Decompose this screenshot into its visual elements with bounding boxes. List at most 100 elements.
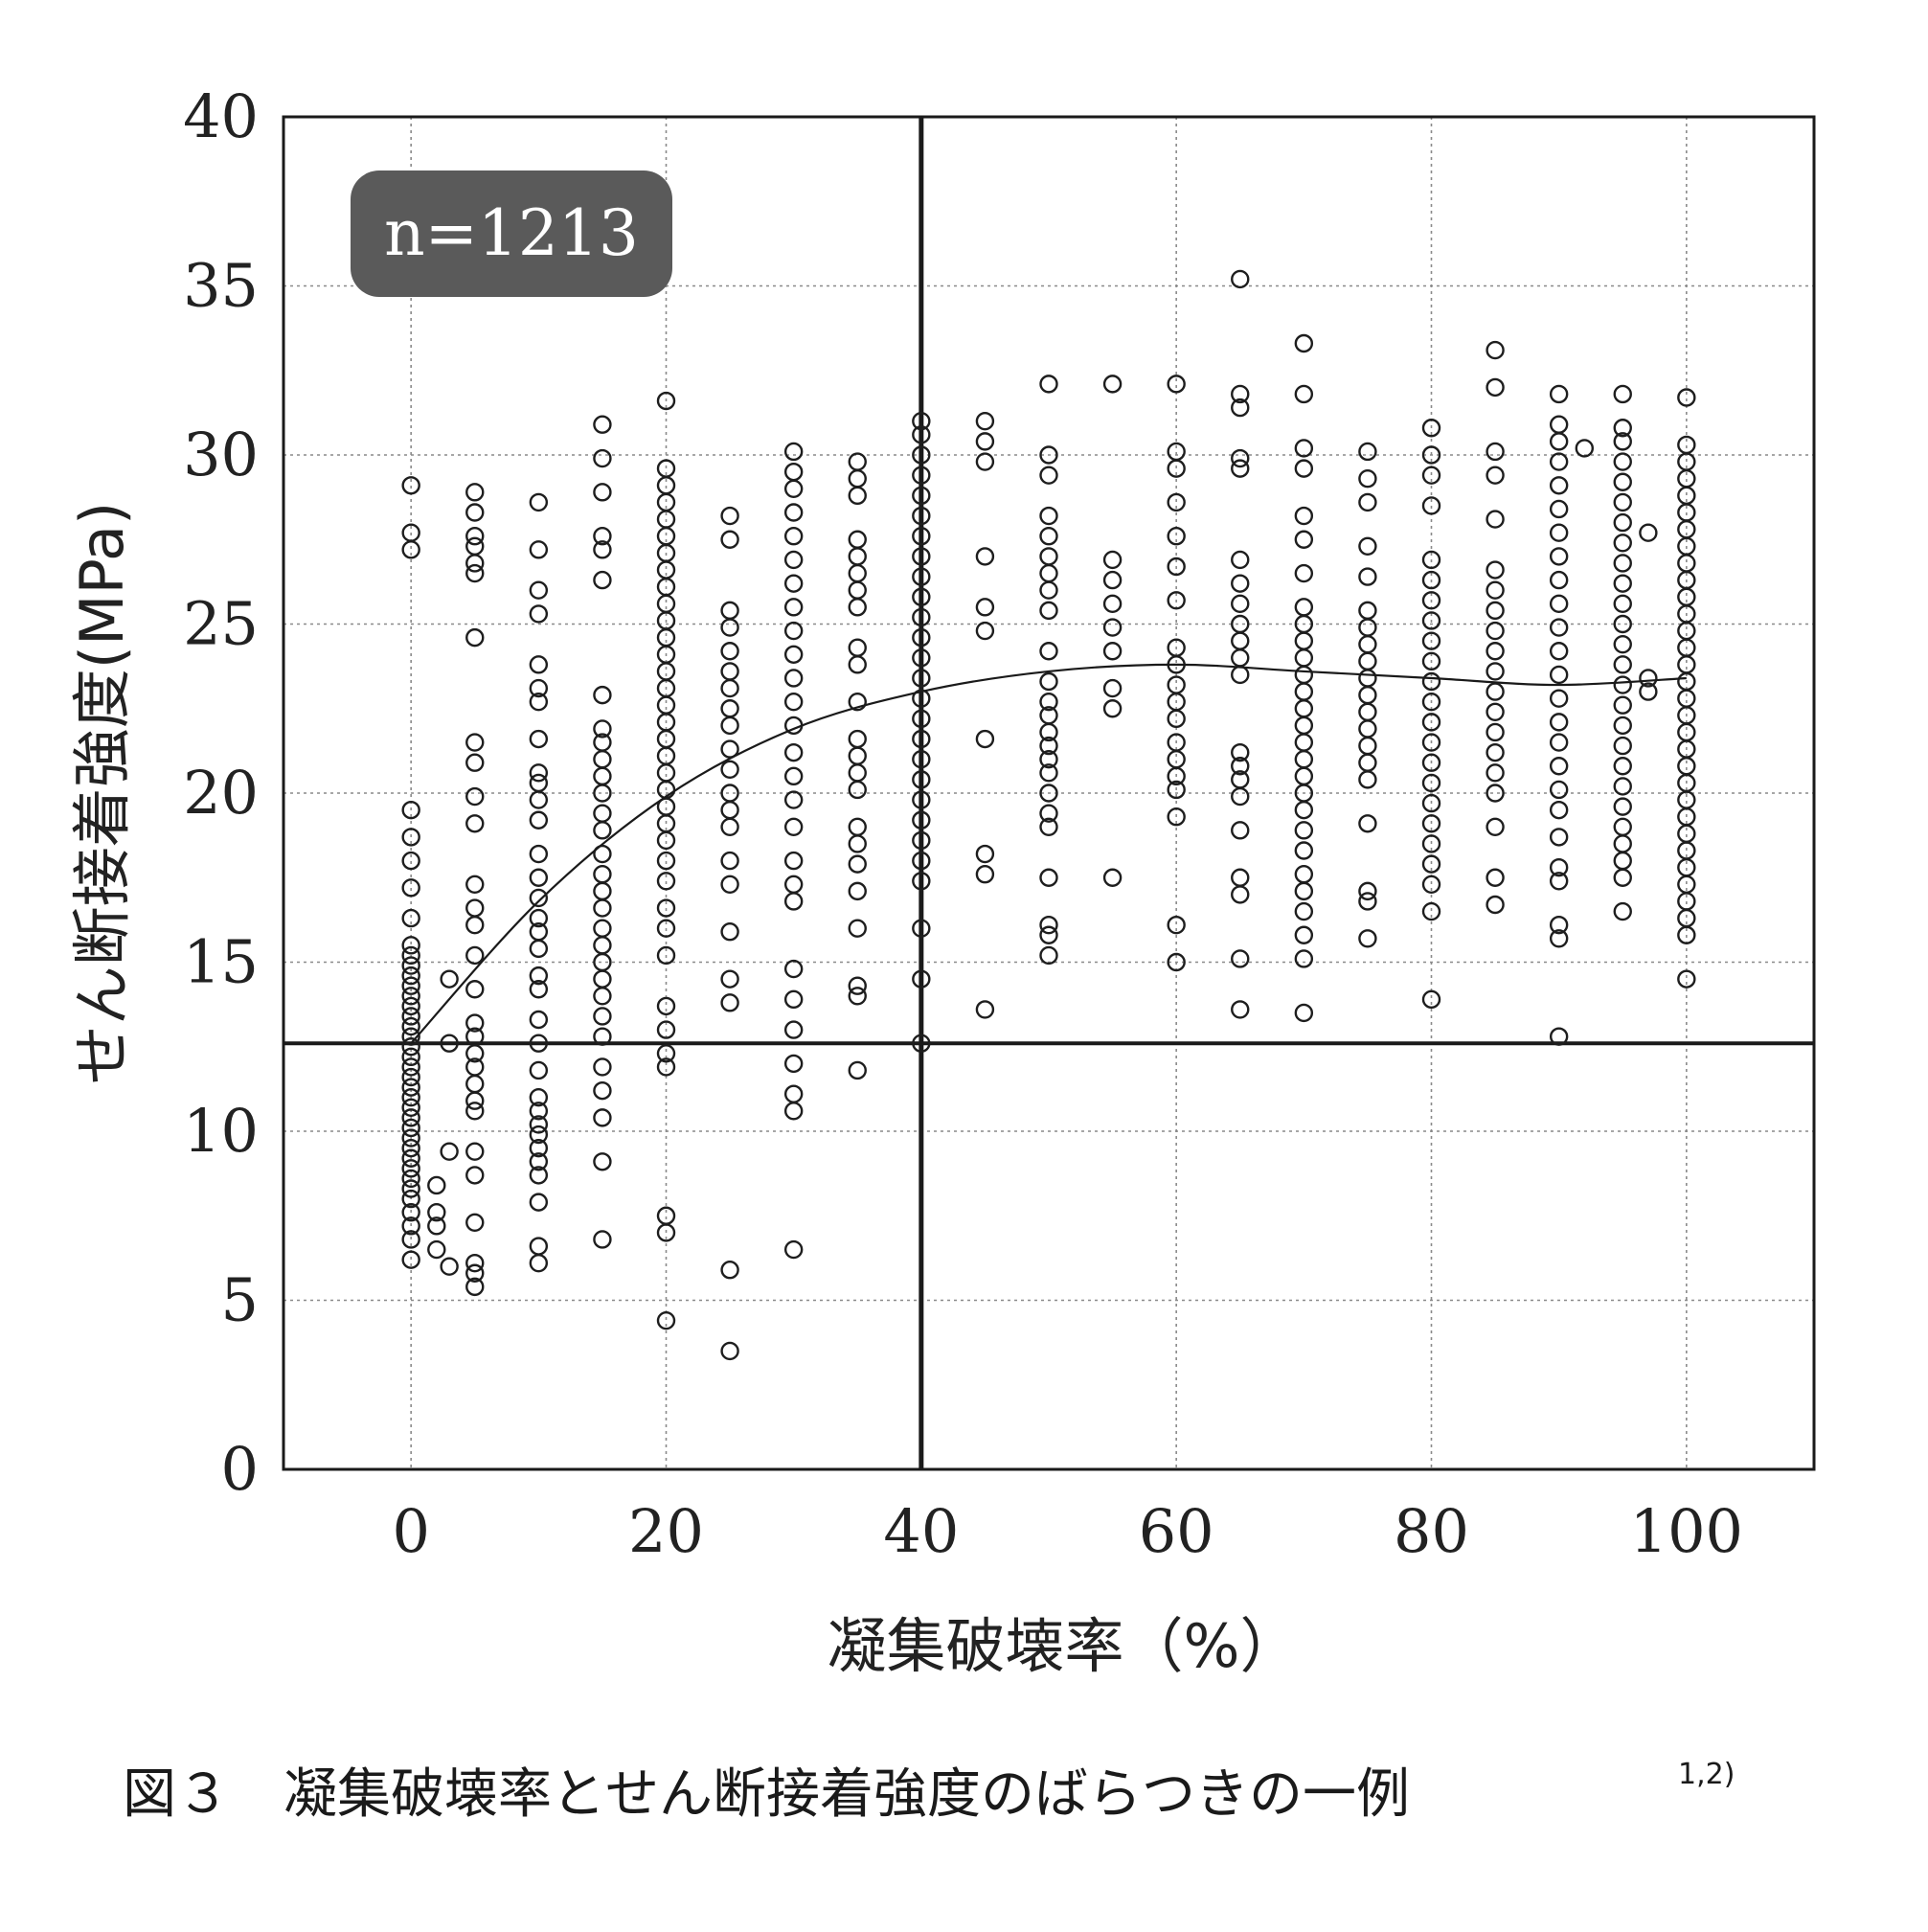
x-tick-label-0: 0 [392, 1496, 429, 1566]
data-point-12-4 [1039, 817, 1058, 836]
data-point-14-18 [1167, 375, 1186, 394]
data-point-22-22 [1613, 452, 1632, 471]
data-point-0-36 [401, 523, 420, 542]
data-point-7-0 [720, 1341, 739, 1361]
data-point-17-2 [1358, 881, 1377, 901]
data-point-13-1 [1102, 699, 1123, 718]
data-point-0-23 [401, 996, 420, 1016]
data-point-4-25 [529, 729, 549, 749]
data-point-0-25 [401, 976, 420, 995]
data-point-23-0 [1639, 682, 1658, 701]
data-point-5-11 [593, 919, 612, 938]
data-point-22-10 [1613, 695, 1632, 715]
data-point-22-7 [1613, 757, 1632, 776]
data-point-3-18 [465, 814, 485, 833]
data-point-18-3 [1421, 854, 1441, 874]
data-point-19-4 [1486, 763, 1505, 783]
data-point-20-1 [1549, 929, 1569, 948]
data-point-9-2 [848, 976, 867, 995]
data-point-12-9 [1039, 736, 1058, 756]
data-point-8-12 [783, 766, 804, 786]
data-point-3-4 [465, 1166, 485, 1185]
data-point-16-2 [1294, 925, 1314, 944]
data-point-19-6 [1486, 722, 1505, 742]
data-point-0-1 [401, 1230, 420, 1249]
data-point-12-7 [1039, 763, 1058, 783]
data-point-18-6 [1421, 793, 1441, 813]
data-point-6-3 [656, 1057, 676, 1077]
y-tick-label-8: 40 [183, 81, 259, 151]
data-point-15-6 [1231, 770, 1250, 789]
data-point-4-32 [529, 492, 549, 512]
data-point-22-12 [1613, 655, 1632, 674]
data-point-1-3 [427, 1175, 446, 1195]
data-point-4-24 [529, 763, 549, 783]
data-point-19-16 [1486, 466, 1505, 485]
data-point-6-35 [656, 391, 676, 411]
data-point-20-2 [1549, 915, 1569, 935]
data-point-10-23 [912, 466, 931, 485]
data-point-3-28 [465, 483, 485, 502]
data-point-4-8 [529, 1102, 549, 1121]
data-point-0-20 [401, 1027, 420, 1046]
data-point-19-0 [1486, 895, 1505, 915]
y-tick-label-0: 0 [221, 1434, 259, 1504]
data-point-12-8 [1039, 750, 1058, 769]
figure-caption: 図３ 凝集破壊率とせん断接着強度のばらつきの一例 [123, 1763, 1410, 1826]
plot-frame [282, 115, 1816, 1471]
data-point-18-11 [1421, 692, 1441, 712]
data-point-5-14 [593, 865, 612, 884]
data-point-4-6 [529, 1125, 549, 1145]
data-point-3-23 [465, 563, 485, 583]
data-point-5-6 [593, 1007, 612, 1026]
data-point-22-0 [1613, 901, 1632, 921]
data-point-1-0 [427, 1239, 446, 1260]
data-point-13-0 [1102, 868, 1123, 887]
data-point-0-27 [401, 956, 420, 975]
data-point-19-14 [1486, 560, 1505, 580]
data-point-20-8 [1549, 757, 1569, 776]
data-point-19-9 [1486, 662, 1505, 681]
data-point-8-3 [783, 1054, 804, 1074]
data-point-10-11 [912, 709, 931, 729]
data-point-15-13 [1231, 594, 1250, 614]
data-point-0-17 [401, 1057, 420, 1077]
data-point-19-10 [1486, 642, 1505, 661]
data-point-10-19 [912, 547, 931, 566]
data-point-18-14 [1421, 631, 1441, 650]
data-point-8-19 [783, 598, 804, 617]
fit-curve [410, 663, 1687, 1044]
data-point-7-16 [720, 642, 739, 661]
data-point-22-4 [1613, 817, 1632, 836]
data-point-1-2 [427, 1203, 446, 1222]
data-point-3-2 [465, 1253, 485, 1273]
data-point-8-25 [783, 462, 804, 482]
data-point-6-8 [656, 919, 676, 938]
data-point-5-22 [593, 719, 612, 739]
data-point-19-12 [1486, 601, 1505, 621]
data-point-20-23 [1549, 415, 1569, 434]
data-point-8-23 [783, 503, 804, 522]
data-point-0-3 [401, 1203, 420, 1222]
x-tick-label-1: 20 [628, 1496, 704, 1566]
data-point-8-13 [783, 742, 804, 762]
data-point-15-4 [1231, 821, 1250, 840]
data-point-0-28 [401, 945, 420, 966]
data-point-14-11 [1167, 638, 1186, 657]
data-point-10-4 [912, 851, 931, 871]
data-point-12-15 [1039, 601, 1058, 621]
data-point-12-19 [1039, 527, 1058, 546]
data-point-5-24 [593, 570, 612, 590]
data-point-0-33 [401, 828, 420, 847]
data-point-20-13 [1549, 642, 1569, 661]
data-point-8-15 [783, 692, 804, 712]
data-point-4-17 [529, 908, 549, 928]
data-point-20-17 [1549, 547, 1569, 566]
data-point-24-31 [1677, 388, 1696, 407]
data-point-4-7 [529, 1115, 549, 1134]
data-point-10-7 [912, 790, 931, 809]
data-point-16-25 [1294, 439, 1314, 458]
data-point-4-4 [529, 1152, 549, 1171]
data-point-0-14 [401, 1087, 420, 1107]
data-point-3-13 [465, 980, 485, 999]
